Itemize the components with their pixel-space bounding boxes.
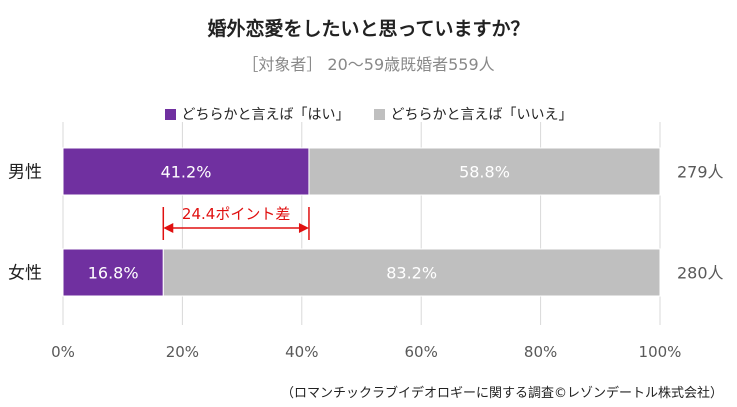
callout-arrow-left xyxy=(163,223,174,233)
data-label: 41.2% xyxy=(161,163,212,182)
bar-no-1 xyxy=(162,248,661,297)
bar-no-0 xyxy=(308,147,661,196)
category-label: 女性 xyxy=(8,264,42,284)
legend-swatch-no xyxy=(373,108,385,120)
x-tick-label: 60% xyxy=(405,343,438,361)
legend-swatch-yes xyxy=(164,108,176,120)
x-tick-label: 100% xyxy=(639,343,682,361)
x-tick-label: 20% xyxy=(166,343,199,361)
total-label: 280人 xyxy=(677,264,724,283)
data-label: 83.2% xyxy=(386,264,437,283)
legend-item-no: どちらかと言えば「いいえ」 xyxy=(373,104,573,124)
chart-subtitle: ［対象者］ 20～59歳既婚者559人 xyxy=(242,55,495,74)
legend: どちらかと言えば「はい」 どちらかと言えば「いいえ」 xyxy=(0,104,737,124)
legend-label-yes: どちらかと言えば「はい」 xyxy=(181,107,350,123)
x-tick-label: 40% xyxy=(285,343,318,361)
callout-arrow-right xyxy=(298,223,309,233)
data-label: 16.8% xyxy=(88,264,139,283)
bar-yes-0 xyxy=(62,147,310,196)
callout-label: 24.4ポイント差 xyxy=(182,205,290,223)
category-label: 男性 xyxy=(8,163,42,183)
chart-title: 婚外恋愛をしたいと思っていますか？ xyxy=(207,18,530,40)
legend-label-no: どちらかと言えば「いいえ」 xyxy=(390,107,573,123)
legend-item-yes: どちらかと言えば「はい」 xyxy=(164,104,350,124)
x-tick-label: 0% xyxy=(51,343,75,361)
total-label: 279人 xyxy=(677,163,724,182)
data-label: 58.8% xyxy=(459,163,510,182)
bar-yes-1 xyxy=(62,248,164,297)
x-tick-label: 80% xyxy=(524,343,557,361)
source-footnote: （ロマンチックラブイデオロギーに関する調査©レゾンデートル株式会社） xyxy=(280,386,723,401)
